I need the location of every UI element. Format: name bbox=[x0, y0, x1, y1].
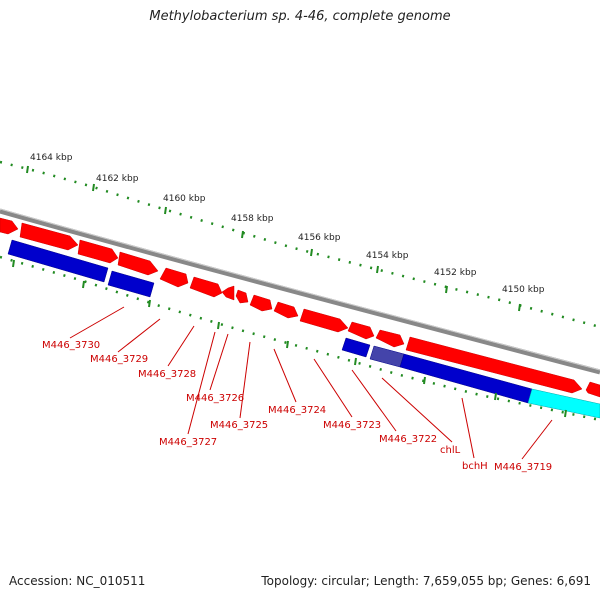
forward-cds[interactable] bbox=[77, 239, 119, 264]
gene-label-connectors bbox=[69, 306, 553, 460]
forward-cds[interactable] bbox=[585, 381, 600, 398]
gene-label[interactable]: bchH bbox=[462, 461, 488, 472]
forward-cds[interactable] bbox=[19, 222, 79, 251]
forward-cds[interactable] bbox=[235, 289, 249, 304]
gene-label[interactable]: M446_3727 bbox=[159, 437, 217, 448]
highlight-cds[interactable] bbox=[527, 388, 600, 419]
inner-ruler-dots bbox=[0, 255, 600, 422]
outer-ruler-dots bbox=[0, 160, 600, 329]
gene-label[interactable]: M446_3719 bbox=[494, 462, 552, 473]
forward-cds[interactable] bbox=[117, 251, 159, 276]
reverse-cds-shaded[interactable] bbox=[369, 345, 405, 368]
forward-cds[interactable] bbox=[0, 217, 19, 235]
forward-cds[interactable] bbox=[405, 336, 583, 394]
inner-ruler-major-ticks bbox=[12, 259, 567, 418]
genome-backbone bbox=[0, 208, 600, 375]
ruler-label-4154: 4154 kbp bbox=[366, 251, 409, 261]
gene-labels: M446_3730 M446_3729 M446_3728 M446_3726 … bbox=[42, 340, 552, 473]
ruler-label-4152: 4152 kbp bbox=[434, 268, 477, 278]
outer-ruler: 4164 kbp 4162 kbp 4160 kbp 4158 kbp 4156… bbox=[0, 153, 600, 329]
inner-ruler bbox=[0, 255, 600, 422]
forward-cds[interactable] bbox=[273, 301, 299, 319]
gene-label[interactable]: M446_3724 bbox=[268, 405, 326, 416]
ruler-label-4158: 4158 kbp bbox=[231, 214, 274, 224]
reverse-cds[interactable] bbox=[7, 239, 109, 283]
reverse-cds[interactable] bbox=[107, 270, 155, 298]
ruler-label-4156: 4156 kbp bbox=[298, 233, 341, 243]
forward-cds[interactable] bbox=[249, 294, 273, 312]
page-title: Methylobacterium sp. 4-46, complete geno… bbox=[149, 9, 451, 24]
gene-label[interactable]: M446_3726 bbox=[186, 393, 244, 404]
forward-cds[interactable] bbox=[299, 308, 349, 333]
ruler-label-4162: 4162 kbp bbox=[96, 174, 139, 184]
genome-backbone-highlight bbox=[0, 208, 600, 371]
forward-cds[interactable] bbox=[221, 285, 235, 301]
ruler-label-4150: 4150 kbp bbox=[502, 285, 545, 295]
ruler-label-4164: 4164 kbp bbox=[30, 153, 73, 163]
forward-strand-genes bbox=[0, 217, 600, 398]
gene-label[interactable]: M446_3722 bbox=[379, 434, 437, 445]
gene-label[interactable]: M446_3730 bbox=[42, 340, 100, 351]
forward-cds[interactable] bbox=[159, 267, 189, 288]
forward-cds[interactable] bbox=[375, 329, 405, 348]
reverse-strand-genes bbox=[7, 239, 600, 419]
gene-label[interactable]: M446_3728 bbox=[138, 369, 196, 380]
gene-label[interactable]: M446_3725 bbox=[210, 420, 268, 431]
forward-cds[interactable] bbox=[347, 321, 375, 340]
gene-label[interactable]: M446_3723 bbox=[323, 420, 381, 431]
gene-label[interactable]: chlL bbox=[440, 445, 461, 456]
gene-label[interactable]: M446_3729 bbox=[90, 354, 148, 365]
accession-text: Accession: NC_010511 bbox=[9, 574, 146, 588]
reverse-cds[interactable] bbox=[341, 337, 371, 358]
outer-ruler-major-ticks bbox=[26, 165, 521, 312]
genome-summary-text: Topology: circular; Length: 7,659,055 bp… bbox=[261, 574, 591, 588]
forward-cds[interactable] bbox=[189, 276, 223, 298]
ruler-label-4160: 4160 kbp bbox=[163, 194, 206, 204]
